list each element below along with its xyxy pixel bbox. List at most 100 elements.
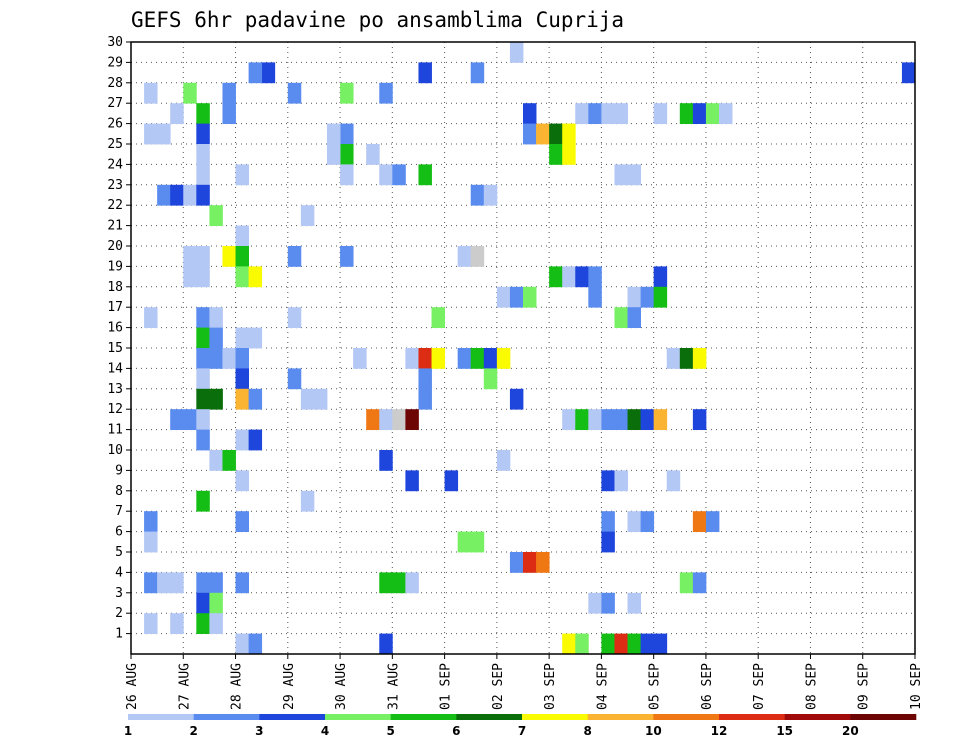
y-tick-label: 1	[115, 627, 123, 642]
heatmap-cell	[340, 123, 354, 145]
y-tick-label: 14	[107, 361, 123, 376]
heatmap-cell	[248, 388, 263, 410]
heatmap-cell	[170, 613, 184, 634]
heatmap-cell	[614, 307, 628, 328]
heatmap-cell	[496, 348, 511, 369]
heatmap-cell	[470, 62, 485, 84]
heatmap-cell	[235, 348, 249, 369]
heatmap-cell	[666, 470, 681, 492]
heatmap-cell	[222, 82, 236, 104]
colorbar-label: 8	[583, 724, 591, 738]
colorbar-swatch	[128, 714, 194, 720]
heatmap-cell	[379, 82, 393, 104]
heatmap-cell	[470, 246, 485, 267]
heatmap-cell	[170, 184, 184, 206]
x-tick-label: 01 SEP	[439, 663, 454, 710]
heatmap-cell	[222, 246, 236, 267]
heatmap-cell	[209, 572, 223, 594]
heatmap-cell	[509, 388, 524, 410]
heatmap-cell	[287, 246, 302, 267]
colorbar-label: 3	[255, 724, 263, 738]
heatmap-cell	[575, 409, 589, 430]
heatmap-cell	[640, 633, 655, 655]
y-tick-label: 24	[107, 157, 123, 172]
heatmap-cell	[327, 123, 341, 145]
heatmap-cell	[235, 164, 249, 186]
y-tick-label: 19	[107, 259, 123, 274]
heatmap-cell	[144, 511, 158, 532]
heatmap-cell	[144, 82, 158, 104]
colorbar-label: 2	[189, 724, 197, 738]
y-tick-label: 17	[107, 300, 123, 315]
heatmap-cell	[470, 531, 485, 553]
heatmap-cell	[549, 123, 563, 145]
heatmap-cell	[196, 348, 210, 369]
colorbar-legend: 1 2 3 4 5 6 7 8 10 12 15 20	[124, 714, 917, 738]
heatmap-cell	[509, 42, 524, 63]
colorbar-label: 10	[645, 724, 662, 738]
heatmap-cell	[418, 164, 432, 186]
heatmap-cell	[483, 368, 498, 390]
heatmap-cell	[209, 592, 223, 614]
y-tick-label: 29	[107, 55, 123, 70]
heatmap-cell	[405, 470, 419, 492]
colorbar-swatch	[325, 714, 391, 720]
heatmap-cell	[562, 409, 576, 430]
heatmap-cell	[627, 592, 641, 614]
heatmap-cell	[601, 633, 615, 655]
heatmap-cell	[692, 511, 707, 532]
heatmap-cell	[287, 368, 302, 390]
heatmap-cell	[183, 246, 197, 267]
heatmap-cell	[640, 511, 655, 532]
heatmap-cell	[627, 409, 641, 430]
heatmap-cell	[523, 123, 537, 145]
heatmap-cell	[196, 164, 210, 186]
heatmap-cell	[209, 450, 223, 471]
heatmap-cell	[575, 103, 589, 124]
heatmap-cell	[287, 82, 302, 104]
heatmap-cell	[496, 286, 511, 308]
x-tick-label: 27 AUG	[177, 663, 192, 710]
x-tick-label: 04 SEP	[595, 663, 610, 710]
heatmap-cells	[144, 42, 916, 655]
heatmap-cell	[588, 409, 602, 430]
heatmap-cell	[653, 409, 668, 430]
heatmap-cell	[209, 205, 223, 226]
heatmap-cell	[405, 348, 419, 369]
colorbar-swatch	[193, 714, 260, 720]
heatmap-cell	[300, 388, 315, 410]
heatmap-cell	[457, 348, 472, 369]
y-tick-label: 23	[107, 178, 123, 193]
heatmap-cell	[601, 470, 615, 492]
x-tick-label: 30 AUG	[334, 663, 349, 710]
colorbar-label: 12	[711, 724, 728, 738]
heatmap-cell	[640, 286, 655, 308]
heatmap-cell	[588, 266, 602, 288]
heatmap-cell	[196, 123, 210, 145]
heatmap-cell	[157, 123, 171, 145]
colorbar-swatch	[653, 714, 720, 720]
y-tick-label: 5	[115, 545, 123, 560]
heatmap-cell	[261, 62, 276, 84]
heatmap-cell	[196, 429, 210, 451]
y-tick-label: 11	[107, 423, 123, 438]
heatmap-cell	[457, 531, 472, 553]
colorbar-label: 6	[452, 724, 460, 738]
heatmap-cell	[588, 592, 602, 614]
heatmap-cell	[248, 266, 263, 288]
heatmap-cell	[340, 164, 354, 186]
heatmap-cell	[340, 144, 354, 165]
colorbar-swatch	[587, 714, 654, 720]
y-tick-label: 18	[107, 280, 123, 295]
heatmap-cell	[614, 103, 628, 124]
heatmap-cell	[248, 327, 263, 349]
heatmap-cell	[196, 266, 210, 288]
heatmap-cell	[222, 348, 236, 369]
heatmap-cell	[287, 307, 302, 328]
colorbar-swatch	[390, 714, 457, 720]
heatmap-cell	[235, 246, 249, 267]
heatmap-cell	[196, 490, 210, 512]
heatmap-cell	[183, 82, 197, 104]
heatmap-cell	[562, 144, 576, 165]
x-tick-label: 08 SEP	[804, 663, 819, 710]
